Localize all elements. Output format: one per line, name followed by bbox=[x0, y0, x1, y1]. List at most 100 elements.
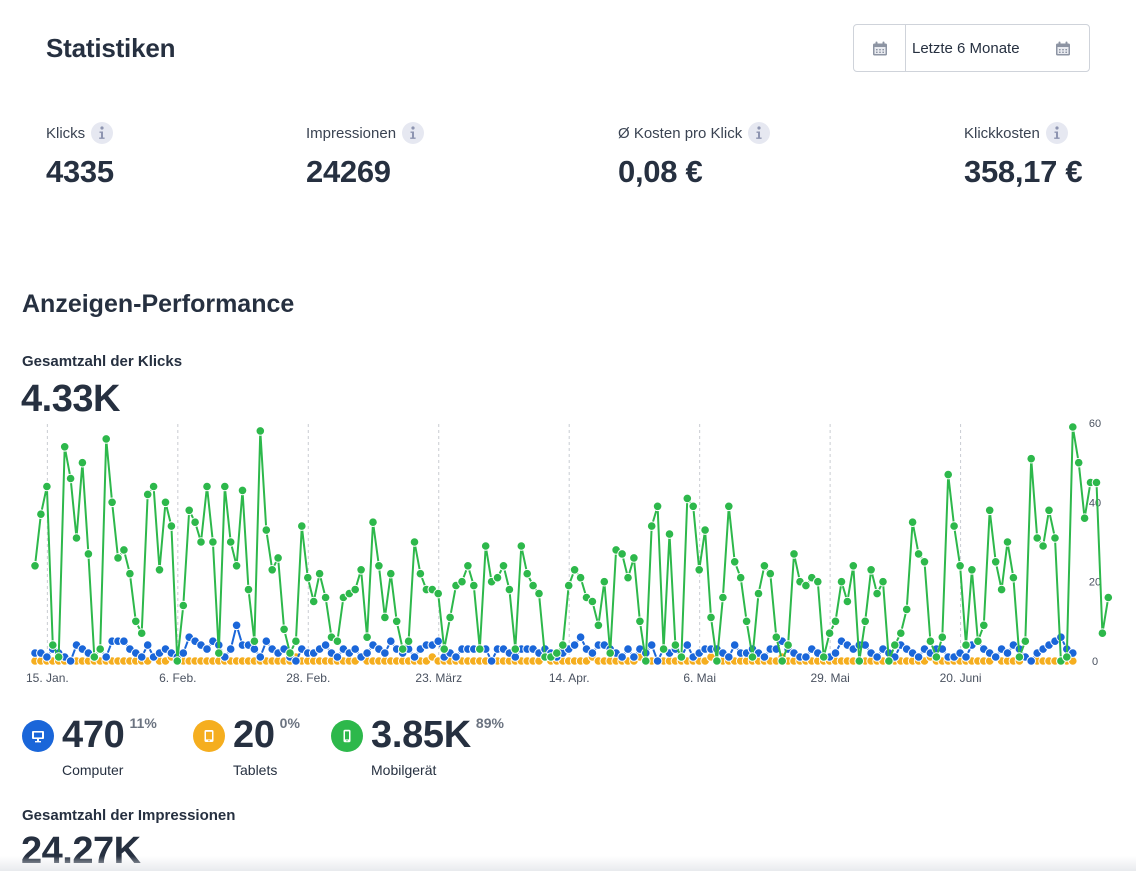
info-icon[interactable] bbox=[91, 122, 114, 144]
data-point[interactable] bbox=[208, 537, 218, 547]
data-point[interactable] bbox=[148, 481, 159, 492]
data-point[interactable] bbox=[42, 652, 52, 662]
data-point[interactable] bbox=[101, 434, 111, 444]
data-point[interactable] bbox=[249, 636, 260, 646]
data-point[interactable] bbox=[937, 632, 948, 642]
data-point[interactable] bbox=[534, 588, 544, 599]
data-point[interactable] bbox=[42, 481, 52, 492]
data-point[interactable] bbox=[350, 644, 361, 654]
data-point[interactable] bbox=[65, 473, 76, 484]
data-point[interactable] bbox=[291, 636, 301, 646]
data-point[interactable] bbox=[498, 561, 509, 571]
data-point[interactable] bbox=[593, 620, 604, 631]
data-point[interactable] bbox=[646, 640, 657, 650]
data-point[interactable] bbox=[1091, 477, 1102, 488]
data-point[interactable] bbox=[154, 565, 165, 575]
data-point[interactable] bbox=[765, 568, 776, 579]
data-point[interactable] bbox=[504, 584, 515, 595]
data-point[interactable] bbox=[77, 457, 88, 468]
data-point[interactable] bbox=[641, 656, 651, 666]
data-point[interactable] bbox=[866, 565, 876, 575]
data-point[interactable] bbox=[71, 533, 82, 543]
data-point[interactable] bbox=[688, 501, 699, 512]
data-point[interactable] bbox=[890, 640, 900, 650]
data-point[interactable] bbox=[587, 596, 598, 607]
data-point[interactable] bbox=[967, 565, 977, 575]
data-point[interactable] bbox=[65, 656, 76, 666]
data-point[interactable] bbox=[249, 644, 260, 654]
data-point[interactable] bbox=[178, 600, 189, 611]
data-point[interactable] bbox=[184, 505, 194, 516]
data-point[interactable] bbox=[682, 493, 693, 504]
data-point[interactable] bbox=[225, 644, 236, 654]
data-point[interactable] bbox=[469, 580, 479, 591]
data-point[interactable] bbox=[724, 652, 734, 662]
date-picker-calendar-button[interactable] bbox=[854, 25, 906, 71]
data-point[interactable] bbox=[30, 561, 40, 571]
data-point[interactable] bbox=[308, 596, 319, 607]
data-point[interactable] bbox=[415, 568, 426, 579]
data-point[interactable] bbox=[486, 656, 497, 666]
data-point[interactable] bbox=[89, 652, 100, 662]
data-point[interactable] bbox=[925, 636, 936, 646]
data-point[interactable] bbox=[231, 561, 242, 571]
data-point[interactable] bbox=[676, 652, 687, 662]
data-point[interactable] bbox=[949, 521, 959, 531]
data-point[interactable] bbox=[979, 620, 989, 631]
data-point[interactable] bbox=[1079, 513, 1090, 523]
data-point[interactable] bbox=[136, 652, 147, 662]
data-point[interactable] bbox=[297, 521, 307, 531]
data-point[interactable] bbox=[682, 640, 693, 650]
data-point[interactable] bbox=[664, 529, 675, 539]
data-point[interactable] bbox=[403, 636, 414, 646]
data-point[interactable] bbox=[480, 541, 491, 551]
data-point[interactable] bbox=[694, 565, 705, 575]
data-point[interactable] bbox=[356, 565, 366, 575]
data-point[interactable] bbox=[818, 652, 829, 662]
data-point[interactable] bbox=[552, 648, 562, 658]
data-point[interactable] bbox=[623, 644, 633, 654]
data-point[interactable] bbox=[1002, 537, 1013, 547]
data-point[interactable] bbox=[860, 616, 871, 627]
data-point[interactable] bbox=[913, 652, 924, 662]
data-point[interactable] bbox=[255, 426, 266, 436]
data-point[interactable] bbox=[984, 505, 995, 516]
info-icon[interactable] bbox=[402, 122, 425, 144]
data-point[interactable] bbox=[291, 656, 301, 666]
data-point[interactable] bbox=[587, 648, 598, 658]
data-point[interactable] bbox=[202, 644, 212, 654]
data-point[interactable] bbox=[433, 636, 444, 646]
data-point[interactable] bbox=[190, 517, 200, 527]
data-point[interactable] bbox=[397, 644, 408, 654]
data-point[interactable] bbox=[813, 576, 823, 587]
data-point[interactable] bbox=[101, 652, 111, 662]
data-point[interactable] bbox=[729, 557, 740, 567]
data-point[interactable] bbox=[350, 584, 361, 595]
data-point[interactable] bbox=[516, 541, 527, 551]
data-point[interactable] bbox=[1068, 422, 1078, 432]
data-point[interactable] bbox=[872, 588, 882, 599]
data-point[interactable] bbox=[386, 636, 396, 646]
data-point[interactable] bbox=[522, 568, 533, 579]
data-point[interactable] bbox=[599, 576, 610, 587]
data-point[interactable] bbox=[386, 568, 396, 579]
data-point[interactable] bbox=[463, 561, 473, 571]
data-point[interactable] bbox=[243, 584, 254, 595]
data-point[interactable] bbox=[1020, 636, 1031, 646]
data-point[interactable] bbox=[741, 616, 752, 627]
data-point[interactable] bbox=[125, 568, 135, 579]
data-point[interactable] bbox=[652, 501, 663, 512]
date-range-picker[interactable]: Letzte 6 Monate bbox=[853, 24, 1090, 72]
data-point[interactable] bbox=[380, 612, 390, 623]
data-point[interactable] bbox=[196, 537, 206, 547]
data-point[interactable] bbox=[1026, 656, 1036, 666]
data-point[interactable] bbox=[1044, 505, 1054, 516]
data-point[interactable] bbox=[320, 640, 331, 650]
data-point[interactable] bbox=[931, 652, 942, 662]
data-point[interactable] bbox=[747, 652, 758, 662]
data-point[interactable] bbox=[119, 545, 129, 555]
data-point[interactable] bbox=[801, 652, 811, 662]
data-point[interactable] bbox=[332, 636, 343, 646]
data-point[interactable] bbox=[913, 549, 924, 559]
data-point[interactable] bbox=[362, 648, 372, 658]
